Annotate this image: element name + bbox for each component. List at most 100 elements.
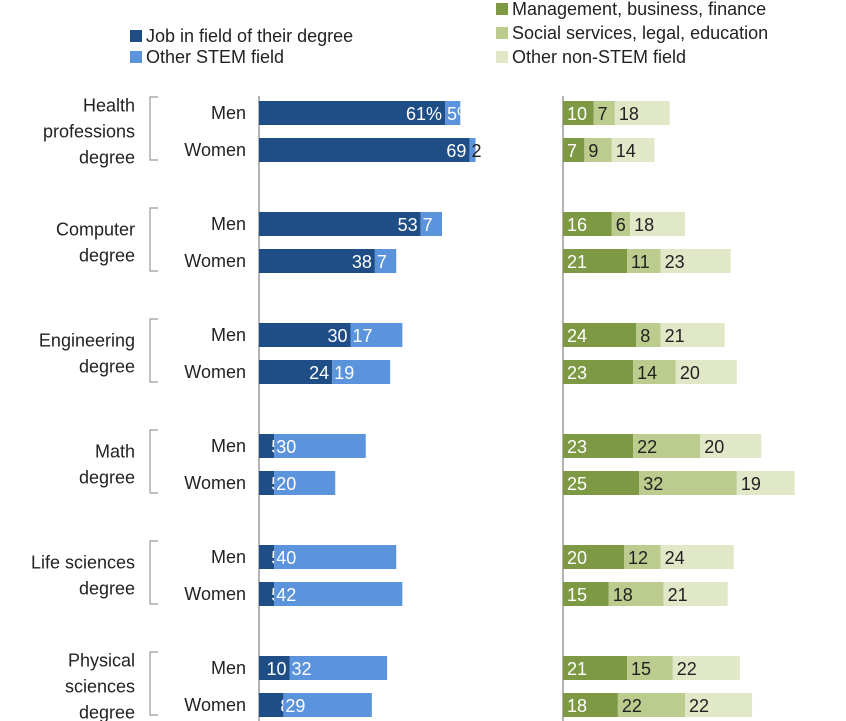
bar-segment bbox=[633, 434, 701, 458]
group-label: degree bbox=[79, 148, 135, 168]
bar-segment bbox=[672, 656, 740, 680]
value-label: 16 bbox=[567, 215, 587, 235]
category-labels: Health professions degree Men Women Computer d… bbox=[31, 96, 246, 721]
group-label: degree bbox=[79, 468, 135, 488]
group-label: degree bbox=[79, 579, 135, 599]
bar-segment bbox=[350, 323, 403, 347]
bar-segment bbox=[274, 471, 336, 495]
legend-label: Social services, legal, education bbox=[512, 23, 768, 43]
bar-segment bbox=[259, 693, 284, 717]
value-label: 24 bbox=[567, 326, 587, 346]
legend-label: Other non-STEM field bbox=[512, 47, 686, 67]
bar-segment bbox=[593, 101, 615, 125]
bar-segment bbox=[563, 212, 612, 236]
bar-segment bbox=[614, 101, 670, 125]
bar-segment bbox=[563, 360, 634, 384]
bar-segment bbox=[332, 360, 391, 384]
axes bbox=[258, 96, 564, 721]
group-label: sciences bbox=[65, 677, 135, 697]
value-label: 23 bbox=[567, 437, 587, 457]
value-label: 8 bbox=[640, 326, 650, 346]
value-label: 20 bbox=[704, 437, 724, 457]
value-label: 23 bbox=[665, 252, 685, 272]
bar-segment bbox=[660, 249, 731, 273]
bar-segment bbox=[259, 138, 470, 162]
bar-segment bbox=[563, 693, 618, 717]
group-label: degree bbox=[79, 357, 135, 377]
value-label: 38 bbox=[352, 252, 372, 272]
bar-segment bbox=[563, 138, 585, 162]
bar-segment bbox=[608, 582, 664, 606]
value-label: 30 bbox=[276, 437, 296, 457]
legend-swatch bbox=[130, 30, 142, 42]
bar-segment bbox=[563, 656, 628, 680]
group-label: degree bbox=[79, 703, 135, 721]
value-label: 7 bbox=[598, 104, 608, 124]
bar-segment bbox=[685, 693, 753, 717]
value-label: 14 bbox=[616, 141, 636, 161]
bar-segment bbox=[259, 101, 446, 125]
value-label: 11 bbox=[631, 252, 650, 272]
group-bracket bbox=[149, 540, 158, 605]
group-label: professions bbox=[43, 122, 135, 142]
value-label: 24 bbox=[309, 363, 329, 383]
value-label: 18 bbox=[634, 215, 654, 235]
group-label: Life sciences bbox=[31, 553, 135, 573]
legend-swatch bbox=[130, 51, 142, 63]
group-bracket bbox=[149, 429, 158, 494]
value-label: 19 bbox=[741, 474, 761, 494]
value-label: 30 bbox=[327, 326, 347, 346]
value-label: 20 bbox=[680, 363, 700, 383]
row-label: Women bbox=[184, 584, 246, 604]
row-label: Men bbox=[211, 436, 246, 456]
bar-segment bbox=[563, 434, 634, 458]
value-label: 7 bbox=[377, 252, 387, 272]
row-label: Women bbox=[184, 695, 246, 715]
bar-segment bbox=[274, 582, 403, 606]
value-label: 21 bbox=[668, 585, 688, 605]
value-label: 6 bbox=[616, 215, 626, 235]
bar-segment bbox=[274, 434, 366, 458]
value-label: 19 bbox=[334, 363, 354, 383]
bar-segment bbox=[563, 582, 609, 606]
legend-swatch bbox=[496, 27, 508, 39]
value-label: 7 bbox=[423, 215, 433, 235]
bar-segment bbox=[736, 471, 795, 495]
value-label: 10 bbox=[567, 104, 587, 124]
bar-segment bbox=[274, 545, 397, 569]
bar-segment bbox=[663, 582, 728, 606]
bar-segment bbox=[259, 545, 275, 569]
value-label: 32 bbox=[292, 659, 312, 679]
group-bracket bbox=[149, 96, 158, 161]
bar-segment bbox=[563, 249, 628, 273]
value-label: 18 bbox=[567, 696, 587, 716]
legend-swatch bbox=[496, 51, 508, 63]
bar-segment bbox=[259, 582, 275, 606]
bar-segment bbox=[259, 471, 275, 495]
group-label: Math bbox=[95, 442, 135, 462]
bar-segment bbox=[563, 323, 637, 347]
row-label: Men bbox=[211, 103, 246, 123]
bar-segment bbox=[617, 693, 685, 717]
value-label: 22 bbox=[637, 437, 657, 457]
group-label: Computer bbox=[56, 220, 135, 240]
row-label: Women bbox=[184, 473, 246, 493]
value-label: 22 bbox=[677, 659, 697, 679]
bar-segment bbox=[630, 212, 685, 236]
bar-segment bbox=[445, 101, 461, 125]
bar-segment bbox=[259, 249, 375, 273]
bar-segment bbox=[627, 249, 661, 273]
value-label: 15 bbox=[631, 659, 651, 679]
group-bracket bbox=[149, 207, 158, 272]
legend-swatch bbox=[496, 3, 508, 15]
value-label: 5% bbox=[447, 104, 473, 124]
group-label: Physical bbox=[68, 651, 135, 671]
value-label: 20 bbox=[567, 548, 587, 568]
bar-segment bbox=[660, 323, 725, 347]
row-label: Women bbox=[184, 251, 246, 271]
value-label: 14 bbox=[637, 363, 657, 383]
bar-segment bbox=[627, 656, 673, 680]
